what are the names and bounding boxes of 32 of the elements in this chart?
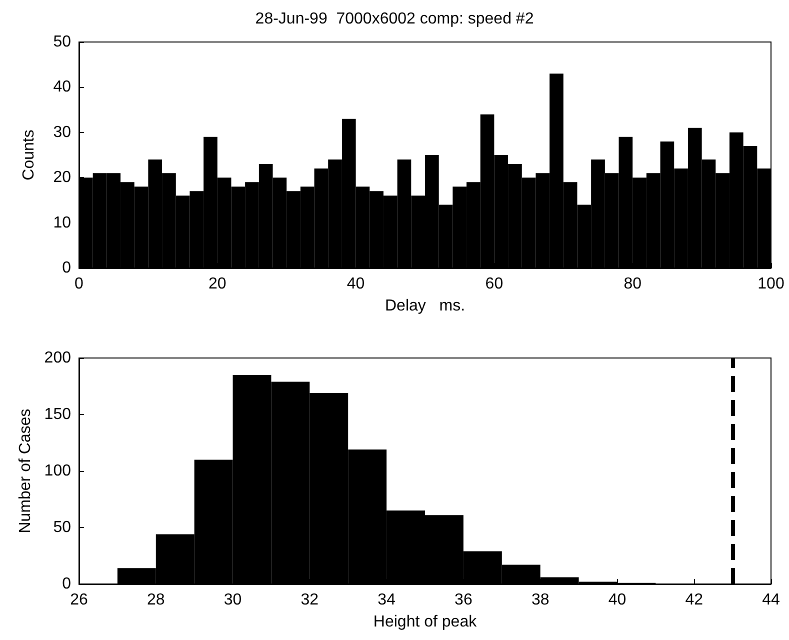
x-axis-title: Height of peak — [373, 614, 478, 630]
y-tick-label: 150 — [44, 406, 72, 423]
x-tick-label: 26 — [70, 592, 88, 608]
x-tick-label: 80 — [624, 276, 642, 292]
y-axis-title: Counts — [20, 130, 38, 180]
y-tick-label: 0 — [62, 260, 72, 276]
x-tick-label: 100 — [758, 276, 784, 292]
chart-title: 28-Jun-99 7000x6002 comp: speed #2 — [255, 10, 534, 28]
y-axis-title: Number of Cases — [16, 408, 34, 534]
y-tick-label: 20 — [53, 169, 72, 186]
x-axis-title: Delay ms. — [384, 298, 466, 314]
x-tick-label: 60 — [485, 276, 504, 292]
x-tick-label: 0 — [74, 276, 84, 292]
x-tick-label: 28 — [146, 592, 165, 608]
x-tick-label: 32 — [300, 592, 319, 608]
y-tick-label: 50 — [53, 519, 72, 536]
y-tick-label: 40 — [53, 78, 72, 96]
x-tick-label: 36 — [454, 592, 472, 608]
x-tick-label: 34 — [378, 592, 396, 608]
y-tick-label: 10 — [53, 214, 72, 232]
y-tick-label: 50 — [53, 34, 72, 50]
x-tick-label: 42 — [685, 592, 704, 608]
x-tick-label: 30 — [224, 592, 242, 608]
y-tick-label: 0 — [62, 576, 72, 592]
y-tick-label: 100 — [44, 462, 72, 480]
x-tick-label: 44 — [762, 592, 780, 608]
x-tick-label: 40 — [346, 276, 365, 292]
x-tick-label: 38 — [531, 592, 550, 608]
y-tick-label: 30 — [53, 124, 72, 141]
y-tick-label: 200 — [44, 350, 72, 366]
x-tick-label: 20 — [208, 276, 226, 292]
x-tick-label: 40 — [608, 592, 626, 608]
